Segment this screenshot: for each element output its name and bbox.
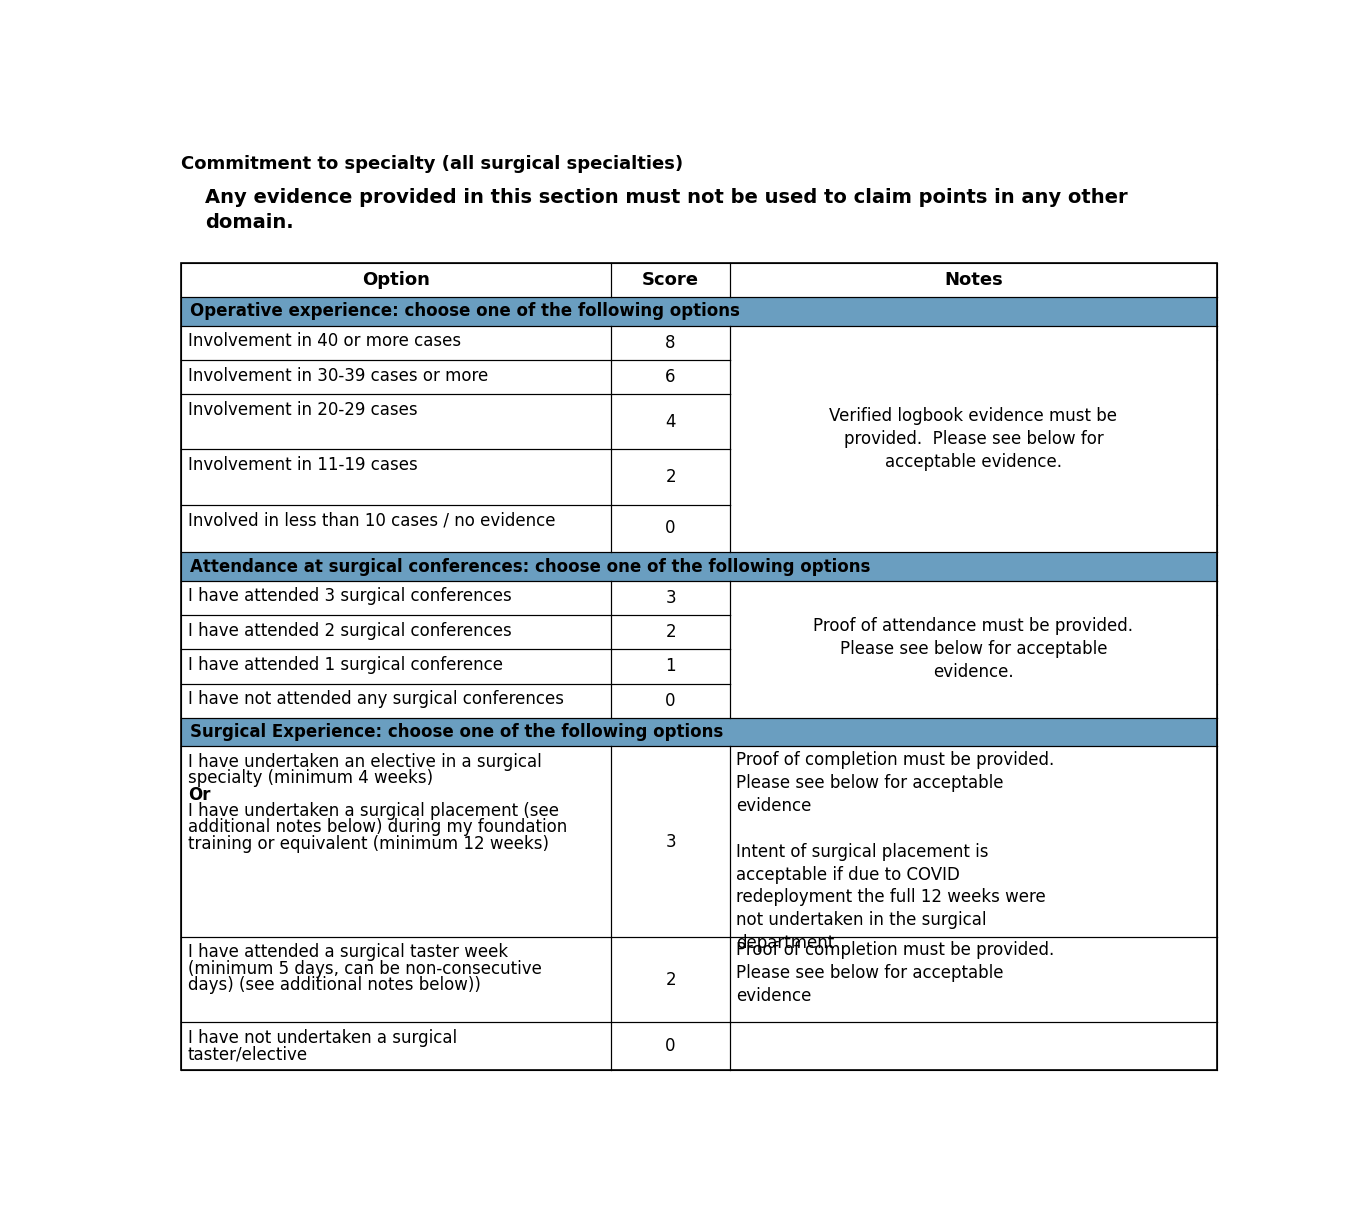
- Bar: [611, 360, 730, 394]
- Text: Notes: Notes: [944, 271, 1003, 289]
- Bar: [181, 1023, 611, 1070]
- Bar: [730, 360, 1217, 394]
- Bar: [730, 394, 1217, 450]
- Bar: [181, 649, 611, 683]
- Text: 1: 1: [666, 658, 677, 675]
- Bar: [730, 263, 1217, 297]
- Text: Surgical Experience: choose one of the following options: Surgical Experience: choose one of the f…: [190, 724, 723, 741]
- Text: training or equivalent (minimum 12 weeks): training or equivalent (minimum 12 weeks…: [188, 835, 548, 852]
- Bar: [181, 263, 1217, 1070]
- Bar: [181, 263, 611, 297]
- Text: Involvement in 40 or more cases: Involvement in 40 or more cases: [188, 332, 461, 350]
- Text: I have undertaken an elective in a surgical: I have undertaken an elective in a surgi…: [188, 753, 542, 771]
- Bar: [181, 683, 611, 717]
- Text: I have attended 3 surgical conferences: I have attended 3 surgical conferences: [188, 587, 512, 606]
- Bar: [611, 326, 730, 360]
- Bar: [181, 615, 611, 649]
- Text: 4: 4: [666, 413, 675, 430]
- Text: Proof of completion must be provided.
Please see below for acceptable
evidence

: Proof of completion must be provided. Pl…: [737, 751, 1054, 952]
- Text: specialty (minimum 4 weeks): specialty (minimum 4 weeks): [188, 770, 432, 787]
- Text: Involved in less than 10 cases / no evidence: Involved in less than 10 cases / no evid…: [188, 511, 555, 529]
- Bar: [611, 747, 730, 936]
- Bar: [730, 326, 1217, 360]
- Bar: [181, 552, 1217, 581]
- Bar: [611, 1023, 730, 1070]
- Text: 3: 3: [666, 589, 677, 607]
- Bar: [181, 450, 611, 505]
- Bar: [611, 581, 730, 615]
- Text: Any evidence provided in this section must not be used to claim points in any ot: Any evidence provided in this section mu…: [206, 188, 1128, 231]
- Text: 2: 2: [666, 970, 677, 989]
- Text: 8: 8: [666, 334, 675, 351]
- Bar: [730, 505, 1217, 552]
- Bar: [181, 747, 611, 936]
- Text: I have attended 2 surgical conferences: I have attended 2 surgical conferences: [188, 621, 512, 640]
- Bar: [730, 615, 1217, 649]
- Bar: [611, 263, 730, 297]
- Text: Option: Option: [363, 271, 430, 289]
- Text: (minimum 5 days, can be non-consecutive: (minimum 5 days, can be non-consecutive: [188, 959, 542, 978]
- Text: I have attended a surgical taster week: I have attended a surgical taster week: [188, 944, 507, 962]
- Bar: [730, 747, 1217, 936]
- Text: 0: 0: [666, 692, 675, 710]
- Text: 0: 0: [666, 519, 675, 537]
- Text: 6: 6: [666, 368, 675, 387]
- Text: 3: 3: [666, 833, 677, 850]
- Bar: [611, 505, 730, 552]
- Text: days) (see additional notes below)): days) (see additional notes below)): [188, 976, 480, 993]
- Bar: [181, 297, 1217, 326]
- Bar: [730, 581, 1217, 615]
- Bar: [730, 683, 1217, 717]
- Text: Operative experience: choose one of the following options: Operative experience: choose one of the …: [190, 303, 739, 321]
- Bar: [611, 683, 730, 717]
- Bar: [181, 394, 611, 450]
- Text: Or: Or: [188, 786, 210, 804]
- Bar: [730, 1023, 1217, 1070]
- Bar: [611, 394, 730, 450]
- Text: I have attended 1 surgical conference: I have attended 1 surgical conference: [188, 655, 503, 674]
- Text: Involvement in 11-19 cases: Involvement in 11-19 cases: [188, 456, 417, 474]
- Text: 2: 2: [666, 468, 677, 486]
- Text: 2: 2: [666, 623, 677, 641]
- Bar: [730, 649, 1217, 683]
- Text: Proof of attendance must be provided.
Please see below for acceptable
evidence.: Proof of attendance must be provided. Pl…: [813, 618, 1133, 681]
- Text: Attendance at surgical conferences: choose one of the following options: Attendance at surgical conferences: choo…: [190, 557, 870, 575]
- Text: Verified logbook evidence must be
provided.  Please see below for
acceptable evi: Verified logbook evidence must be provid…: [829, 407, 1117, 471]
- Bar: [611, 615, 730, 649]
- Bar: [181, 717, 1217, 747]
- Bar: [181, 326, 611, 360]
- Bar: [181, 936, 611, 1023]
- Bar: [611, 936, 730, 1023]
- Text: Involvement in 20-29 cases: Involvement in 20-29 cases: [188, 401, 417, 418]
- Text: taster/elective: taster/elective: [188, 1046, 308, 1063]
- Text: Commitment to specialty (all surgical specialties): Commitment to specialty (all surgical sp…: [181, 156, 683, 173]
- Text: Involvement in 30-39 cases or more: Involvement in 30-39 cases or more: [188, 366, 488, 384]
- Bar: [611, 649, 730, 683]
- Text: Score: Score: [642, 271, 700, 289]
- Bar: [730, 936, 1217, 1023]
- Text: Proof of completion must be provided.
Please see below for acceptable
evidence: Proof of completion must be provided. Pl…: [737, 941, 1054, 1006]
- Bar: [181, 505, 611, 552]
- Text: I have not undertaken a surgical: I have not undertaken a surgical: [188, 1029, 457, 1047]
- Bar: [611, 450, 730, 505]
- Bar: [181, 360, 611, 394]
- Bar: [730, 450, 1217, 505]
- Text: 0: 0: [666, 1037, 675, 1055]
- Text: I have undertaken a surgical placement (see: I have undertaken a surgical placement (…: [188, 803, 559, 820]
- Text: I have not attended any surgical conferences: I have not attended any surgical confere…: [188, 691, 563, 708]
- Text: additional notes below) during my foundation: additional notes below) during my founda…: [188, 818, 567, 837]
- Bar: [181, 581, 611, 615]
